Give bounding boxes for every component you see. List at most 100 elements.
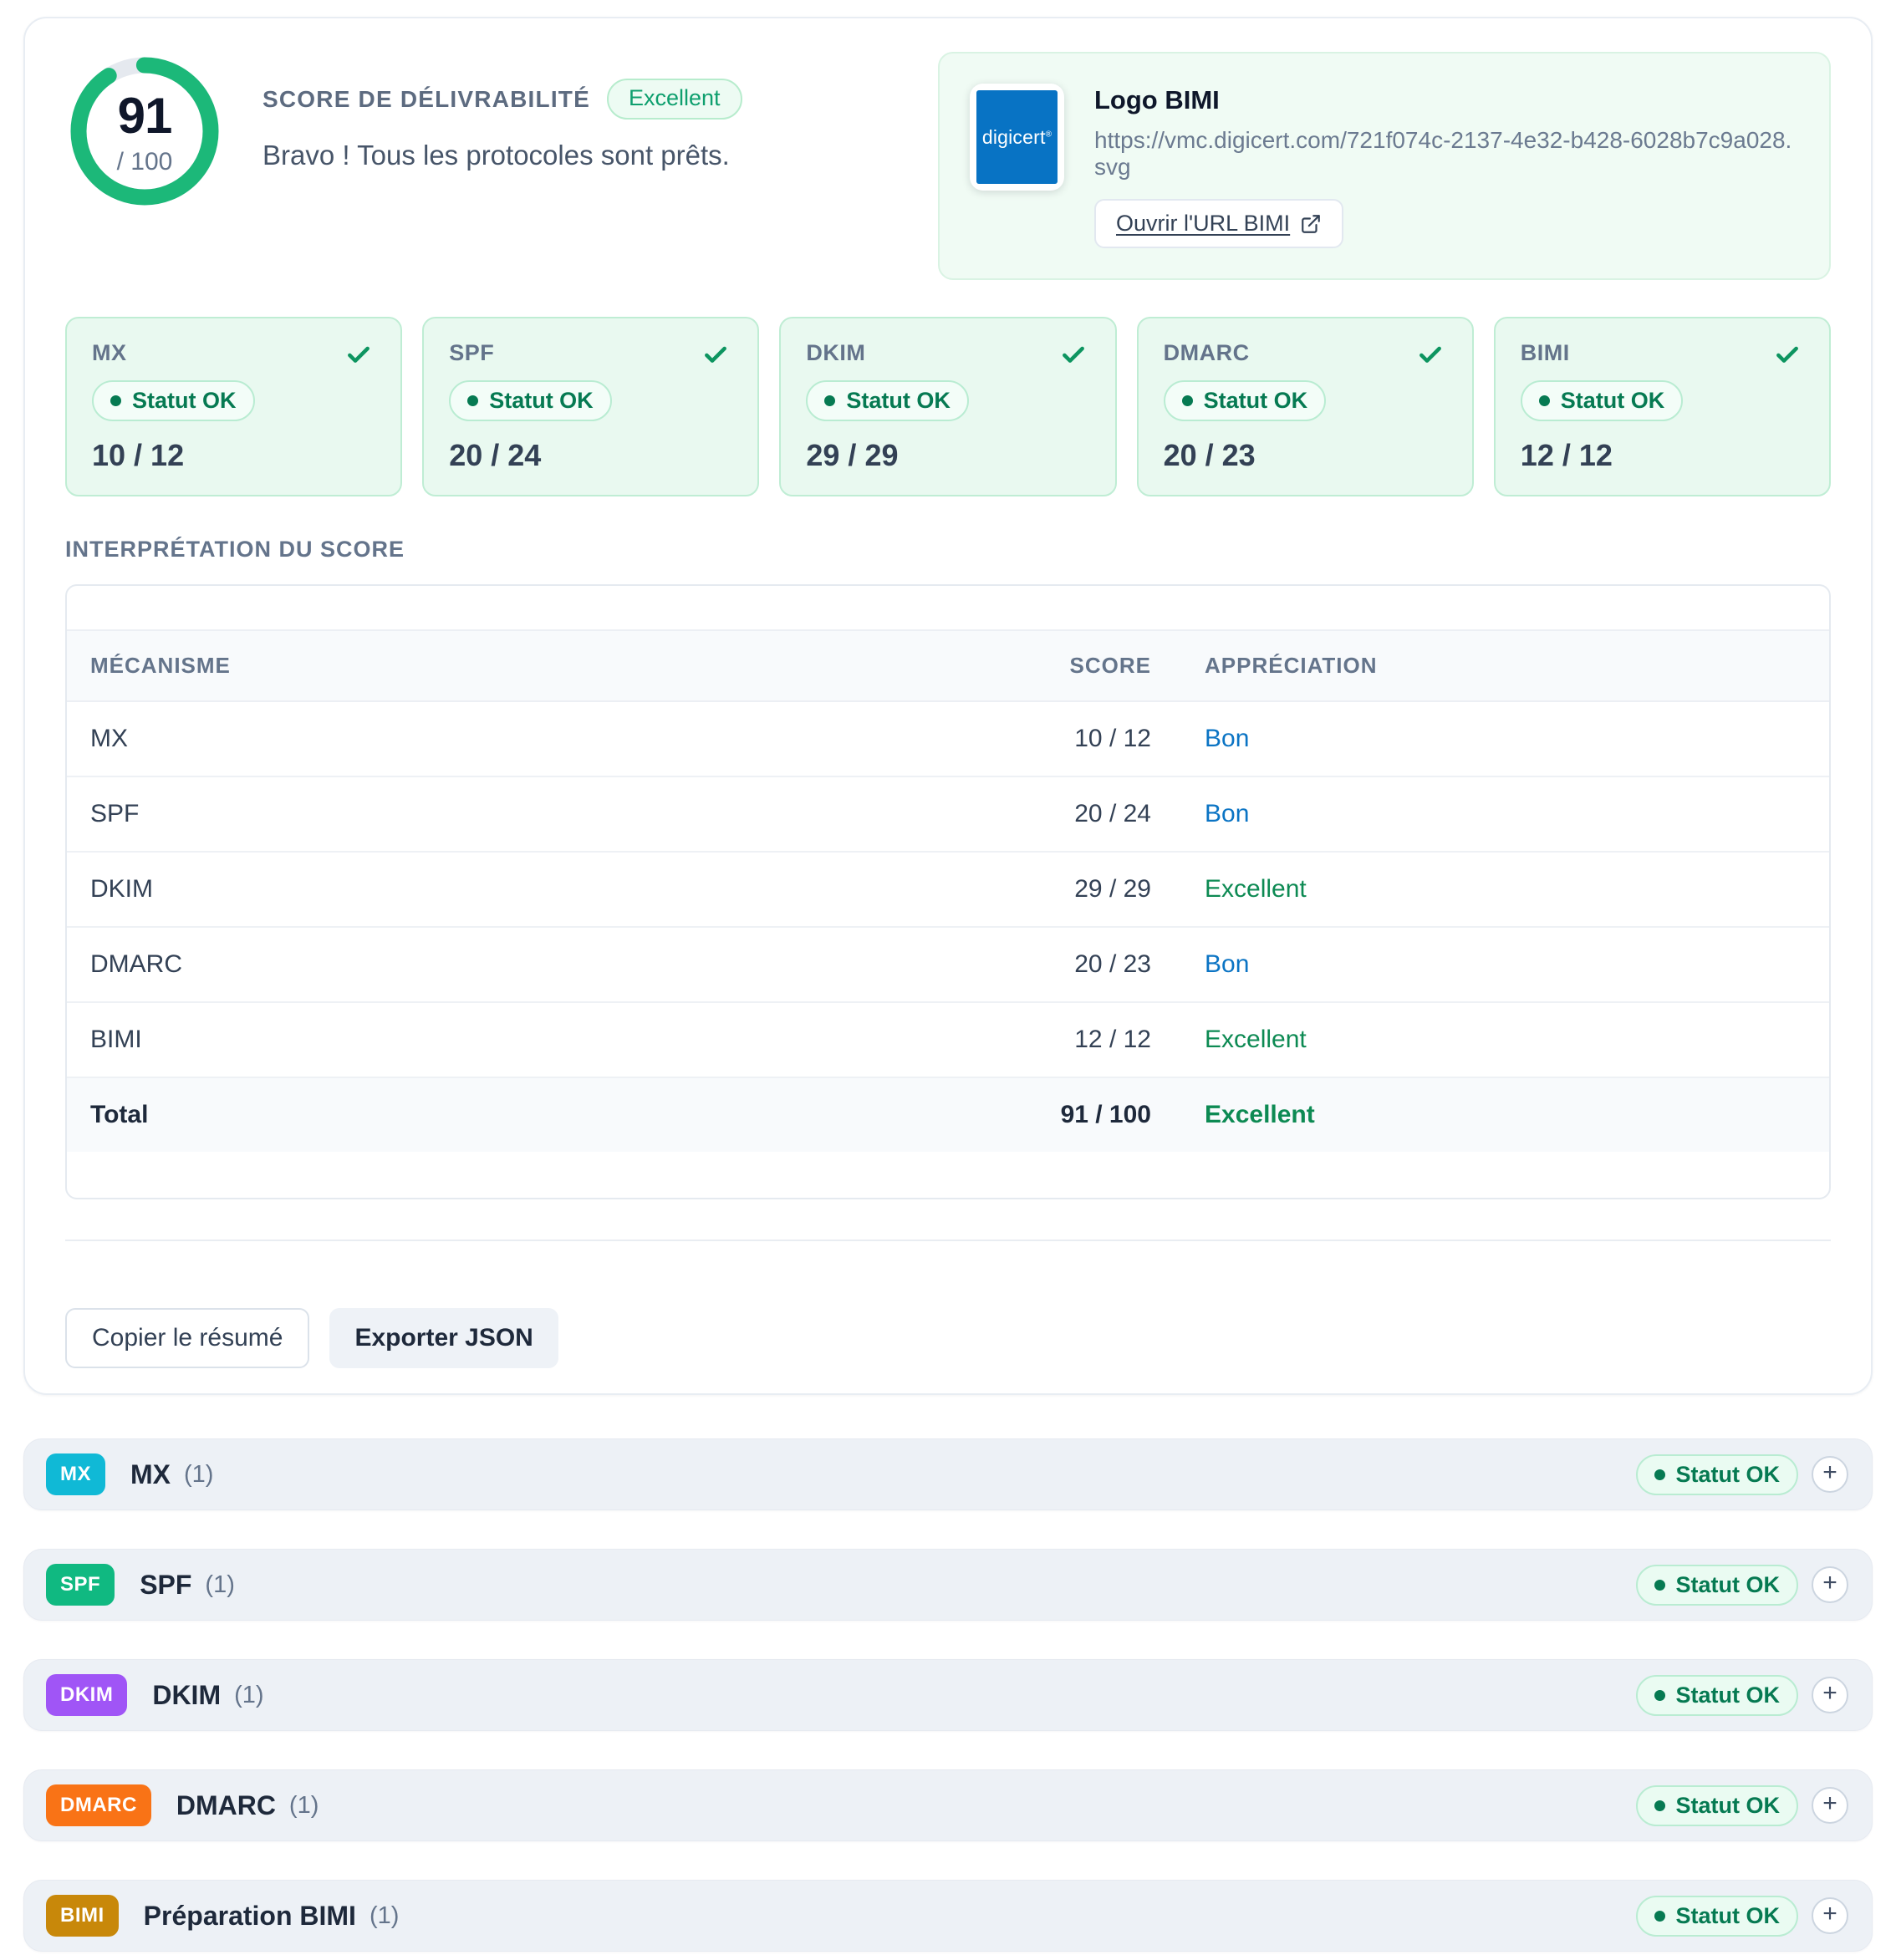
check-icon — [705, 346, 727, 363]
ring-progress — [70, 57, 219, 206]
status-badge: Statut OK — [449, 380, 612, 421]
status-badge: Statut OK — [1635, 1564, 1798, 1606]
protocol-accordion-row[interactable]: DKIM DKIM (1) Statut OK + — [23, 1659, 1873, 1731]
bimi-info: Logo BIMI https://vmc.digicert.com/721f0… — [1094, 84, 1799, 248]
protocol-accordion-title: Préparation BIMI — [143, 1900, 356, 1931]
interpretation-section-title: INTERPRÉTATION DU SCORE — [65, 537, 405, 562]
deliverability-summary-card: 91 / 100 SCORE DE DÉLIVRABILITÉ Excellen… — [23, 17, 1873, 1395]
protocol-type-badge: SPF — [46, 1564, 115, 1606]
protocol-accordion-row[interactable]: SPF SPF (1) Statut OK + — [23, 1549, 1873, 1621]
status-badge: Statut OK — [1520, 380, 1684, 421]
total-score: 91 / 100 — [955, 1077, 1151, 1152]
copy-summary-button[interactable]: Copier le résumé — [65, 1308, 310, 1368]
status-badge: Statut OK — [1163, 380, 1327, 421]
interpretation-table: MÉCANISME SCORE APPRÉCIATION MX 10 / 12 … — [67, 629, 1829, 1152]
expand-button[interactable]: + — [1812, 1566, 1848, 1603]
plus-icon: + — [1822, 1679, 1837, 1707]
check-icon — [348, 346, 370, 363]
bimi-logo-box: digicert® — [970, 84, 1064, 191]
status-dot-icon — [467, 395, 479, 406]
protocol-type-badge: DKIM — [46, 1674, 128, 1716]
status-badge: Statut OK — [806, 380, 969, 421]
table-row: MX 10 / 12 Bon — [67, 701, 1829, 776]
status-dot-icon — [1654, 1800, 1665, 1811]
protocol-type-badge: BIMI — [46, 1895, 119, 1937]
interpretation-table-container: MÉCANISME SCORE APPRÉCIATION MX 10 / 12 … — [65, 584, 1831, 1199]
plus-icon: + — [1822, 1569, 1837, 1596]
score-max: / 100 — [116, 147, 173, 176]
summary-header: 91 / 100 SCORE DE DÉLIVRABILITÉ Excellen… — [65, 52, 1831, 280]
protocol-status-card: DKIM Statut OK 29 / 29 — [779, 317, 1117, 496]
mechanism-cell: DKIM — [67, 851, 955, 927]
protocol-accordion-title: DKIM — [152, 1679, 222, 1710]
protocol-status-card: DMARC Statut OK 20 / 23 — [1136, 317, 1474, 496]
table-total-row: Total 91 / 100 Excellent — [67, 1077, 1829, 1152]
score-cell: 12 / 12 — [955, 1001, 1151, 1077]
protocol-count: (1) — [184, 1460, 214, 1488]
total-appreciation: Excellent — [1151, 1077, 1829, 1152]
score-rating-badge: Excellent — [607, 79, 742, 120]
status-badge: Statut OK — [1635, 1674, 1798, 1716]
summary-actions: Copier le résumé Exporter JSON — [65, 1308, 1831, 1368]
expand-button[interactable]: + — [1812, 1456, 1848, 1493]
score-block: 91 / 100 SCORE DE DÉLIVRABILITÉ Excellen… — [65, 52, 742, 211]
appreciation-cell: Bon — [1205, 725, 1250, 752]
page-title: SCORE DE DÉLIVRABILITÉ — [262, 85, 590, 112]
protocol-status-card: SPF Statut OK 20 / 24 — [422, 317, 760, 496]
score-header-text: SCORE DE DÉLIVRABILITÉ Excellent Bravo !… — [262, 52, 742, 171]
score-ring-text: 91 / 100 — [65, 52, 224, 211]
column-header-score: SCORE — [955, 629, 1151, 702]
mechanism-cell: BIMI — [67, 1001, 955, 1077]
score-cell: 29 / 29 — [955, 851, 1151, 927]
protocol-count: (1) — [369, 1901, 400, 1929]
protocol-accordion-title: MX — [130, 1459, 171, 1489]
plus-icon: + — [1822, 1789, 1837, 1817]
status-badge: Statut OK — [1635, 1895, 1798, 1937]
protocol-label: DKIM — [806, 340, 866, 365]
plus-icon: + — [1822, 1459, 1837, 1486]
score-subtitle: Bravo ! Tous les protocoles sont prêts. — [262, 140, 730, 171]
protocol-accordion-title: DMARC — [176, 1789, 276, 1820]
score-cell: 20 / 24 — [955, 776, 1151, 852]
expand-button[interactable]: + — [1812, 1787, 1848, 1824]
mechanism-cell: SPF — [67, 776, 955, 852]
score-ring-svg — [70, 57, 219, 206]
expand-button[interactable]: + — [1812, 1677, 1848, 1713]
check-icon — [1419, 346, 1441, 363]
bimi-url: https://vmc.digicert.com/721f074c-2137-4… — [1094, 127, 1792, 180]
protocol-label: MX — [92, 340, 127, 365]
protocol-score: 29 / 29 — [806, 438, 899, 472]
protocol-count: (1) — [205, 1571, 235, 1598]
protocol-accordion-row[interactable]: MX MX (1) Statut OK + — [23, 1438, 1873, 1510]
mechanism-cell: DMARC — [67, 926, 955, 1002]
protocol-score: 12 / 12 — [1520, 438, 1613, 472]
status-dot-icon — [110, 395, 121, 406]
table-row: DKIM 29 / 29 Excellent — [67, 851, 1829, 927]
status-badge: Statut OK — [92, 380, 255, 421]
protocol-type-badge: MX — [46, 1453, 105, 1495]
plus-icon: + — [1822, 1900, 1837, 1927]
open-bimi-url-button[interactable]: Ouvrir l'URL BIMI — [1094, 199, 1344, 248]
protocol-count: (1) — [234, 1681, 264, 1708]
status-dot-icon — [1538, 395, 1550, 406]
protocol-label: SPF — [449, 340, 495, 365]
status-dot-icon — [1654, 1689, 1665, 1701]
column-header-mechanism: MÉCANISME — [67, 629, 955, 702]
bimi-logo-card: digicert® Logo BIMI https://vmc.digicert… — [938, 52, 1831, 280]
table-row: DMARC 20 / 23 Bon — [67, 926, 1829, 1002]
status-dot-icon — [1181, 395, 1193, 406]
protocol-accordion-row[interactable]: DMARC DMARC (1) Statut OK + — [23, 1769, 1873, 1841]
mechanism-cell: MX — [90, 725, 128, 752]
score-ring: 91 / 100 — [65, 52, 224, 211]
appreciation-cell: Bon — [1151, 776, 1829, 852]
column-header-appreciation: APPRÉCIATION — [1151, 629, 1829, 702]
export-json-button[interactable]: Exporter JSON — [329, 1308, 558, 1368]
status-badge: Statut OK — [1635, 1453, 1798, 1495]
external-link-icon — [1302, 214, 1321, 233]
protocol-accordion-row[interactable]: BIMI Préparation BIMI (1) Statut OK + — [23, 1880, 1873, 1952]
appreciation-cell: Excellent — [1151, 851, 1829, 927]
status-dot-icon — [1654, 1579, 1665, 1591]
protocol-status-cards: MX Statut OK 10 / 12 SPF Statut OK 20 / … — [65, 317, 1831, 496]
expand-button[interactable]: + — [1812, 1897, 1848, 1934]
